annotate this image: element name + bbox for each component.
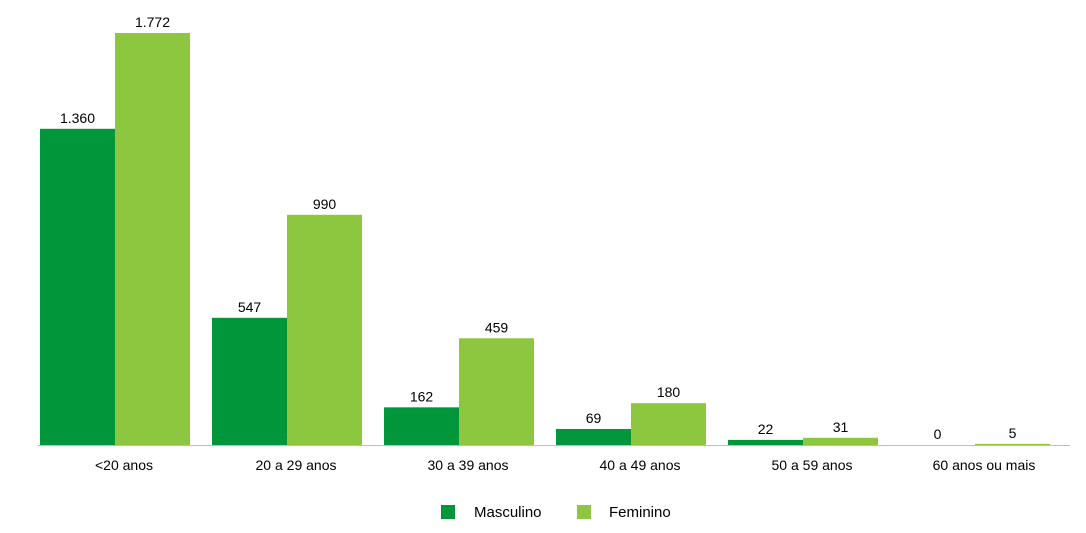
value-label-masculino-20-a-29-anos: 547 xyxy=(238,299,262,315)
category-label-20-anos: <20 anos xyxy=(95,457,153,473)
legend: Masculino Feminino xyxy=(441,504,671,521)
category-label-20-a-29-anos: 20 a 29 anos xyxy=(256,457,337,473)
value-label-feminino-20-a-29-anos: 990 xyxy=(313,196,337,212)
bar-feminino-50-a-59-anos xyxy=(803,437,878,445)
bars-layer xyxy=(40,33,1050,445)
category-label-50-a-59-anos: 50 a 59 anos xyxy=(772,457,853,473)
legend-swatch-masculino xyxy=(441,505,455,519)
legend-label-feminino: Feminino xyxy=(609,504,671,521)
value-label-feminino-60-anos-ou-mais: 5 xyxy=(1009,425,1017,441)
bar-feminino-40-a-49-anos xyxy=(631,403,706,445)
bar-feminino-30-a-39-anos xyxy=(459,338,534,445)
value-label-feminino-30-a-39-anos: 459 xyxy=(485,319,509,335)
bar-feminino-60-anos-ou-mais xyxy=(975,443,1050,445)
category-label-40-a-49-anos: 40 a 49 anos xyxy=(600,457,681,473)
value-label-masculino-50-a-59-anos: 22 xyxy=(758,421,774,437)
bar-masculino-20-anos xyxy=(40,128,115,445)
legend-label-masculino: Masculino xyxy=(474,504,542,521)
legend-swatch-feminino xyxy=(577,505,591,519)
value-label-feminino-20-anos: 1.772 xyxy=(135,14,170,30)
bar-feminino-20-a-29-anos xyxy=(287,214,362,445)
value-labels-layer: 1.360 1.772 547 990 162 459 69 180 22 31 0 5 xyxy=(60,14,1017,442)
bar-masculino-30-a-39-anos xyxy=(384,407,459,445)
value-label-feminino-40-a-49-anos: 180 xyxy=(657,384,681,400)
value-label-masculino-60-anos-ou-mais: 0 xyxy=(934,426,942,442)
value-label-feminino-50-a-59-anos: 31 xyxy=(833,419,849,435)
category-labels-layer: <20 anos 20 a 29 anos 30 a 39 anos 40 a 49 … xyxy=(95,457,1035,473)
bar-feminino-20-anos xyxy=(115,33,190,445)
bar-masculino-20-a-29-anos xyxy=(212,317,287,445)
category-label-60-anos-ou-mais: 60 anos ou mais xyxy=(933,457,1036,473)
value-label-masculino-40-a-49-anos: 69 xyxy=(586,410,602,426)
bar-masculino-40-a-49-anos xyxy=(556,428,631,445)
value-label-masculino-30-a-39-anos: 162 xyxy=(410,388,434,404)
category-label-30-a-39-anos: 30 a 39 anos xyxy=(428,457,509,473)
bar-masculino-50-a-59-anos xyxy=(728,439,803,445)
value-label-masculino-20-anos: 1.360 xyxy=(60,110,95,126)
